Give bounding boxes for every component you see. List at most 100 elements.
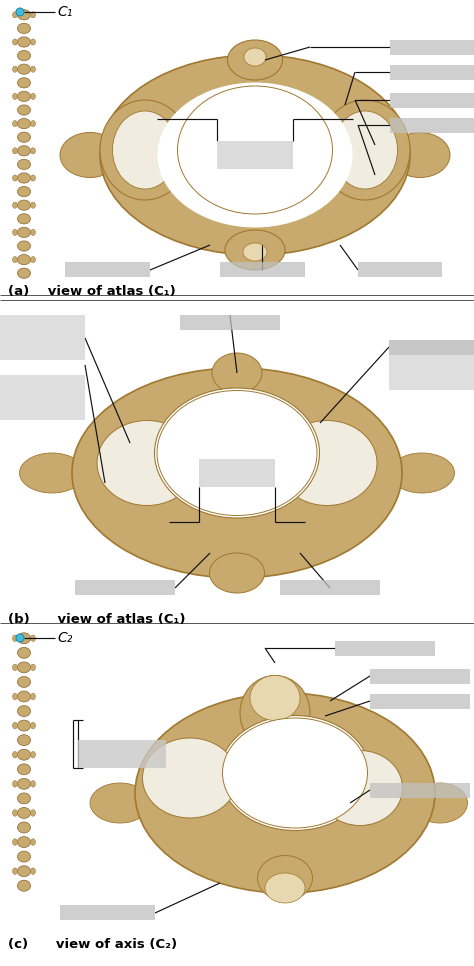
Ellipse shape [100, 100, 190, 200]
FancyBboxPatch shape [390, 93, 474, 108]
Ellipse shape [228, 40, 283, 80]
Ellipse shape [30, 723, 36, 729]
FancyBboxPatch shape [180, 315, 280, 330]
Ellipse shape [225, 230, 285, 270]
Ellipse shape [12, 694, 18, 699]
Ellipse shape [60, 132, 120, 178]
FancyBboxPatch shape [370, 694, 470, 709]
Ellipse shape [318, 751, 402, 826]
Ellipse shape [18, 676, 30, 688]
Ellipse shape [18, 227, 30, 238]
Ellipse shape [135, 693, 435, 893]
Ellipse shape [12, 664, 18, 670]
Ellipse shape [265, 873, 305, 903]
Ellipse shape [18, 23, 30, 34]
Ellipse shape [18, 10, 30, 20]
Ellipse shape [30, 838, 36, 845]
FancyBboxPatch shape [280, 580, 380, 595]
Ellipse shape [177, 86, 332, 214]
Ellipse shape [72, 368, 402, 578]
Ellipse shape [12, 810, 18, 816]
Ellipse shape [18, 92, 30, 101]
Ellipse shape [19, 453, 84, 493]
Ellipse shape [30, 94, 36, 99]
Ellipse shape [30, 66, 36, 72]
Ellipse shape [12, 635, 18, 641]
Ellipse shape [157, 390, 317, 516]
Ellipse shape [30, 664, 36, 670]
Text: (c)      view of axis (C₂): (c) view of axis (C₂) [8, 938, 177, 951]
Ellipse shape [277, 420, 377, 505]
Ellipse shape [18, 633, 30, 643]
Ellipse shape [18, 173, 30, 184]
FancyBboxPatch shape [390, 65, 474, 80]
Ellipse shape [30, 635, 36, 641]
Ellipse shape [18, 691, 30, 702]
Ellipse shape [30, 39, 36, 45]
Ellipse shape [18, 269, 30, 278]
Ellipse shape [220, 716, 370, 831]
Ellipse shape [18, 880, 30, 892]
Ellipse shape [18, 735, 30, 746]
Ellipse shape [12, 39, 18, 45]
Ellipse shape [210, 553, 264, 593]
Ellipse shape [30, 148, 36, 154]
FancyBboxPatch shape [370, 783, 470, 798]
FancyBboxPatch shape [0, 375, 85, 420]
Ellipse shape [12, 752, 18, 758]
Ellipse shape [257, 856, 312, 900]
FancyBboxPatch shape [389, 340, 474, 390]
Ellipse shape [30, 229, 36, 236]
Ellipse shape [18, 186, 30, 197]
Ellipse shape [332, 111, 398, 189]
Ellipse shape [12, 175, 18, 181]
Ellipse shape [18, 213, 30, 224]
FancyBboxPatch shape [370, 669, 470, 684]
Text: C₂: C₂ [57, 631, 73, 645]
Ellipse shape [30, 752, 36, 758]
Circle shape [16, 8, 24, 16]
Ellipse shape [18, 200, 30, 211]
Ellipse shape [30, 121, 36, 127]
Ellipse shape [30, 12, 36, 17]
FancyBboxPatch shape [335, 641, 435, 656]
Ellipse shape [18, 119, 30, 128]
Ellipse shape [243, 243, 267, 261]
Ellipse shape [320, 100, 410, 200]
Ellipse shape [12, 257, 18, 263]
Ellipse shape [157, 82, 353, 228]
FancyBboxPatch shape [60, 905, 155, 920]
Ellipse shape [412, 783, 467, 823]
FancyBboxPatch shape [78, 740, 166, 768]
Ellipse shape [18, 764, 30, 775]
Ellipse shape [12, 723, 18, 729]
FancyBboxPatch shape [220, 262, 305, 277]
Circle shape [16, 634, 24, 642]
Ellipse shape [18, 37, 30, 47]
FancyBboxPatch shape [358, 262, 442, 277]
Ellipse shape [12, 148, 18, 154]
Ellipse shape [18, 750, 30, 760]
Text: (b)      view of atlas (C₁): (b) view of atlas (C₁) [8, 613, 185, 626]
Ellipse shape [12, 867, 18, 874]
FancyBboxPatch shape [217, 141, 293, 169]
Ellipse shape [12, 66, 18, 72]
Ellipse shape [18, 105, 30, 115]
Ellipse shape [18, 866, 30, 876]
Text: C₁: C₁ [57, 5, 73, 19]
Ellipse shape [12, 229, 18, 236]
FancyBboxPatch shape [199, 459, 275, 487]
Ellipse shape [175, 85, 335, 215]
Ellipse shape [18, 705, 30, 717]
Ellipse shape [244, 48, 266, 66]
Ellipse shape [155, 388, 319, 518]
FancyBboxPatch shape [0, 315, 85, 360]
Ellipse shape [12, 12, 18, 17]
Ellipse shape [30, 867, 36, 874]
Ellipse shape [30, 781, 36, 787]
Ellipse shape [18, 77, 30, 88]
Ellipse shape [390, 453, 455, 493]
Ellipse shape [12, 202, 18, 209]
Ellipse shape [390, 132, 450, 178]
Ellipse shape [18, 254, 30, 265]
